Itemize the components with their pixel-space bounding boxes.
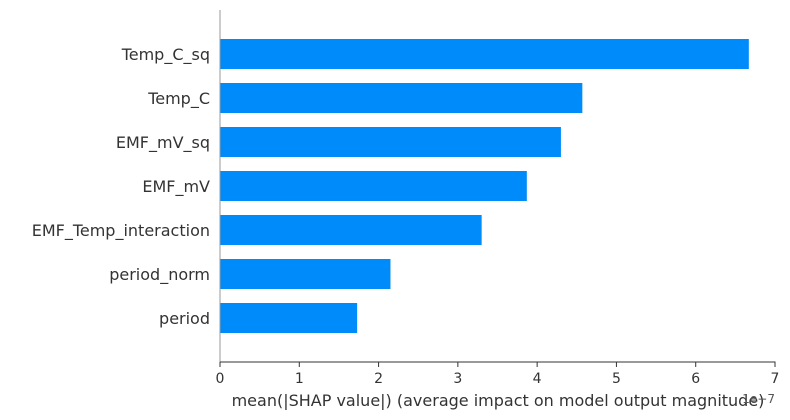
x-tick-label-5: 5 [612,371,621,387]
category-label-temp-c-sq: Temp_C_sq [121,45,210,65]
x-tick-label-1: 1 [295,371,304,387]
bar-temp-c-sq [220,39,749,69]
bar-emf-mv-sq [220,127,561,157]
category-label-emf-mv: EMF_mV [142,177,210,197]
category-label-emf-temp-interaction: EMF_Temp_interaction [32,221,210,241]
x-axis-title: mean(|SHAP value|) (average impact on mo… [232,391,765,410]
x-tick-label-7: 7 [771,371,780,387]
x-ticks-layer: 0 1 2 3 4 5 6 7 [216,362,780,387]
category-label-temp-c: Temp_C [147,89,210,109]
bar-period [220,303,358,333]
x-tick-label-2: 2 [374,371,383,387]
bar-emf-temp-interaction [220,215,482,245]
bar-temp-c [220,83,583,113]
category-label-period-norm: period_norm [109,265,210,285]
category-labels-layer: Temp_C_sq Temp_C EMF_mV_sq EMF_mV EMF_Temp_i… [32,45,210,328]
x-tick-label-0: 0 [216,371,225,387]
category-label-period: period [159,309,210,328]
x-axis-offset-text: 1e−7 [742,392,775,406]
bar-period-norm [220,259,391,289]
bars-layer [220,39,749,333]
x-tick-label-3: 3 [453,371,462,387]
x-tick-label-6: 6 [691,371,700,387]
x-tick-label-4: 4 [533,371,542,387]
category-label-emf-mv-sq: EMF_mV_sq [116,133,210,153]
bar-emf-mv [220,171,527,201]
